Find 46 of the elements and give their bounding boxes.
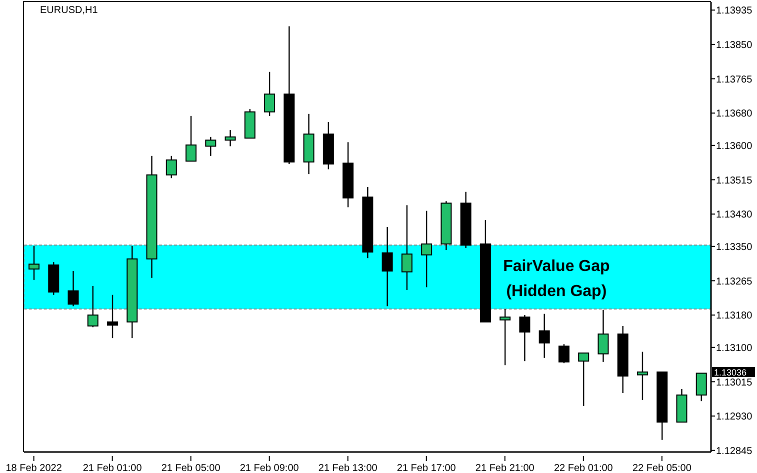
y-tick-label: 1.13600 <box>716 140 753 152</box>
candlestick <box>519 314 530 362</box>
candlestick <box>107 294 118 339</box>
y-tick-label: 1.13350 <box>716 242 753 253</box>
x-tick-label: 21 Feb 21:00 <box>475 463 535 473</box>
y-tick-label: 1.13265 <box>716 276 753 288</box>
band-label: FairValue Gap (Hidden Gap) <box>503 258 610 300</box>
x-tick-label: 22 Feb 05:00 <box>632 463 692 473</box>
y-tick-label: 1.12930 <box>716 412 753 423</box>
candlestick <box>224 129 236 147</box>
candlestick <box>696 372 707 402</box>
x-tick-label: 21 Feb 17:00 <box>396 463 456 473</box>
y-tick-label: 1.12845 <box>716 446 753 457</box>
candlestick <box>401 204 412 291</box>
candlestick <box>500 308 511 366</box>
candlestick <box>68 270 79 307</box>
candlestick <box>205 136 216 157</box>
candlestick <box>28 245 40 281</box>
candlestick <box>382 226 393 307</box>
candlestick <box>166 155 177 179</box>
x-tick-label: 21 Feb 05:00 <box>161 463 221 473</box>
y-tick-label: 1.13015 <box>716 377 753 388</box>
chart-title: EURUSD,H1 <box>40 5 98 16</box>
candlestick <box>598 309 609 363</box>
x-tick-label: 21 Feb 09:00 <box>240 463 300 473</box>
candlestick <box>264 71 276 117</box>
y-tick-label: 1.13680 <box>716 108 753 120</box>
candlestick <box>421 210 432 288</box>
y-tick-label: 1.13935 <box>716 6 753 17</box>
y-tick-label: 1.13850 <box>716 40 753 51</box>
y-tick-label: 1.13515 <box>716 175 753 186</box>
y-tick-label: 1.13100 <box>716 342 753 354</box>
y-tick-label: 1.13765 <box>716 74 753 86</box>
candlestick <box>186 115 197 162</box>
candlestick <box>558 344 570 364</box>
x-tick-label: 21 Feb 13:00 <box>318 463 378 473</box>
candlestick <box>636 351 648 400</box>
candlestick <box>578 352 590 407</box>
y-tick-label: 1.13180 <box>716 310 753 322</box>
candlestick <box>538 313 550 358</box>
y-tick-label: 1.13430 <box>716 210 753 221</box>
x-tick-label: 22 Feb 01:00 <box>554 463 614 473</box>
candlestick <box>87 285 98 328</box>
x-tick-label: 21 Feb 01:00 <box>82 463 142 473</box>
x-tick-label: 18 Feb 2022 <box>6 463 62 473</box>
text: 1.13036 <box>714 368 747 378</box>
